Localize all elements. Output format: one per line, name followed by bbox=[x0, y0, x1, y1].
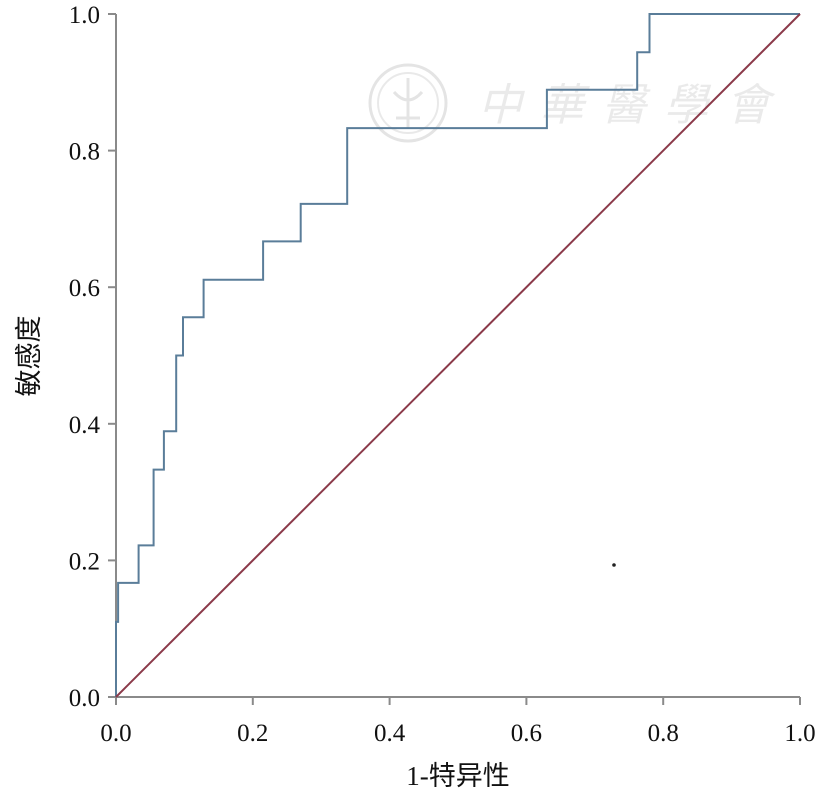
emblem-seal-icon bbox=[368, 63, 448, 143]
x-axis-ticks: 0.0 0.2 0.4 0.6 0.8 1.0 bbox=[100, 697, 816, 747]
y-tick-label: 0.6 bbox=[69, 275, 100, 302]
series-layer bbox=[115, 13, 801, 698]
y-axis-title: 敏感度 bbox=[14, 316, 44, 397]
x-tick-label: 1.0 bbox=[784, 720, 815, 747]
y-tick-label: 0.8 bbox=[69, 139, 100, 166]
x-tick-label: 0.0 bbox=[100, 720, 131, 747]
y-tick-label: 0.2 bbox=[69, 548, 100, 575]
y-tick-label: 0.0 bbox=[69, 685, 100, 712]
watermark-text: 中華醫學會 bbox=[478, 81, 788, 130]
stray-dot bbox=[612, 563, 616, 567]
x-tick-label: 0.2 bbox=[237, 720, 268, 747]
roc-curve-line bbox=[115, 13, 800, 697]
reference-diagonal-line bbox=[115, 13, 801, 698]
y-axis-ticks: 0.0 0.2 0.4 0.6 0.8 1.0 bbox=[69, 2, 116, 712]
plot-axes bbox=[115, 14, 800, 698]
x-axis-title: 1-特异性 bbox=[406, 761, 510, 791]
watermark: 中華醫學會 bbox=[368, 63, 788, 143]
x-tick-label: 0.6 bbox=[511, 720, 542, 747]
y-tick-label: 0.4 bbox=[69, 412, 101, 439]
x-tick-label: 0.8 bbox=[648, 720, 679, 747]
y-tick-label: 1.0 bbox=[69, 2, 100, 29]
x-tick-label: 0.4 bbox=[374, 720, 406, 747]
